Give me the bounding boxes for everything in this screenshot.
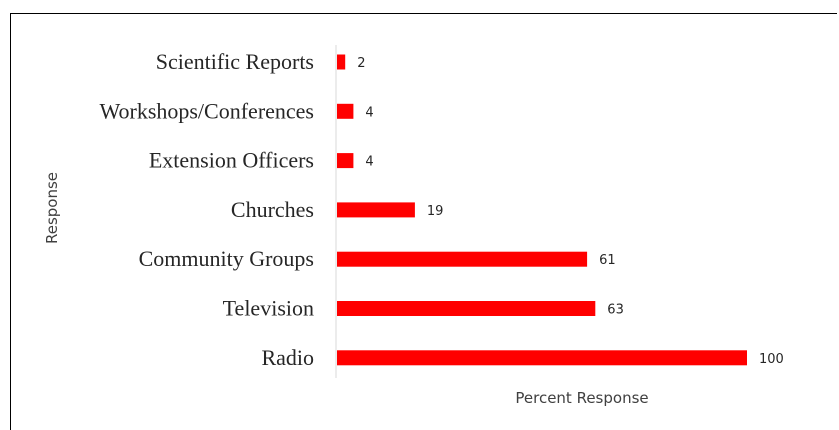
value-label-5: 63 xyxy=(607,303,624,318)
bar-4 xyxy=(337,251,588,267)
x-axis-title: Percent Response xyxy=(515,389,648,407)
bar-5 xyxy=(337,301,596,316)
bar-0 xyxy=(337,54,346,70)
value-labels: 2 4 4 19 61 63 100 xyxy=(357,56,784,367)
bar-2 xyxy=(337,153,354,169)
category-label-5: Television xyxy=(223,296,314,321)
category-label-4: Community Groups xyxy=(139,246,314,271)
value-label-4: 61 xyxy=(599,253,616,268)
category-label-1: Workshops/Conferences xyxy=(99,98,314,123)
category-label-0: Scientific Reports xyxy=(156,49,314,74)
category-label-6: Radio xyxy=(261,345,314,370)
bar-6 xyxy=(337,350,747,366)
category-label-2: Extension Officers xyxy=(149,148,314,173)
bar-3 xyxy=(337,202,415,218)
value-label-1: 4 xyxy=(365,105,373,120)
value-label-3: 19 xyxy=(427,204,444,219)
category-labels: Scientific Reports Workshops/Conferences E… xyxy=(99,49,314,370)
value-label-0: 2 xyxy=(357,56,365,71)
value-label-6: 100 xyxy=(759,352,784,367)
bar-1 xyxy=(337,103,354,119)
bars-group xyxy=(337,54,747,366)
value-label-2: 4 xyxy=(365,155,373,170)
category-label-3: Churches xyxy=(231,197,314,222)
y-axis-title: Response xyxy=(43,172,61,244)
